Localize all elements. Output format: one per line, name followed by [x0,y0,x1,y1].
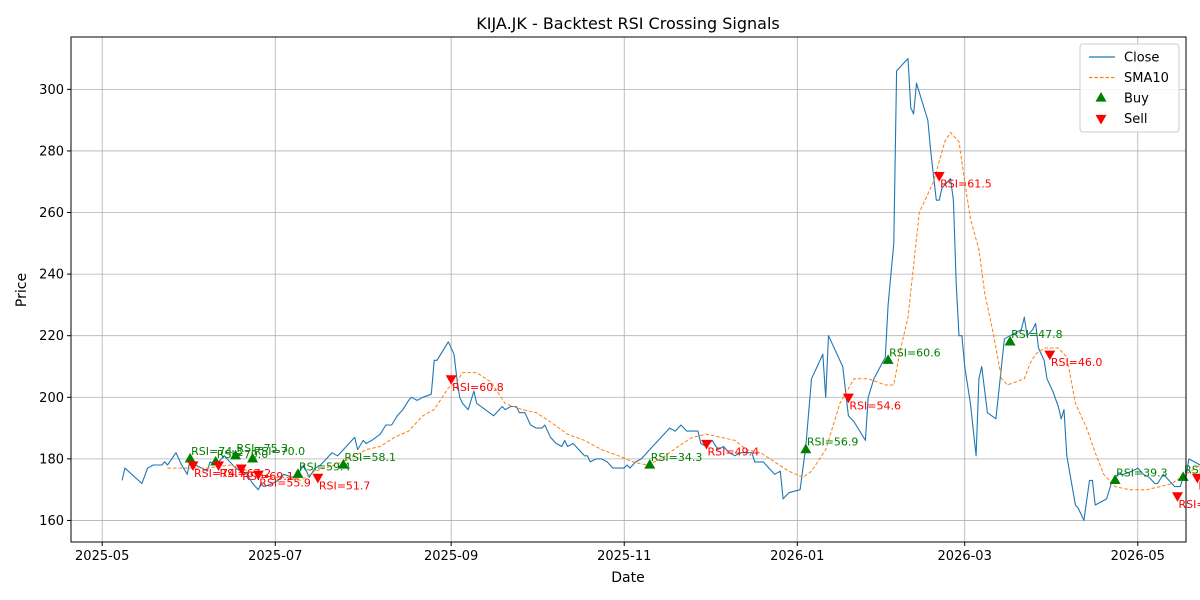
buy-marker [1109,474,1121,485]
y-tick-label: 280 [39,144,64,159]
legend-swatch [1095,114,1107,125]
buy-rsi-label: RSI=70.0 [254,445,306,458]
chart-title: KIJA.JK - Backtest RSI Crossing Signals [476,14,779,33]
axis-ticks: 2025-05 2025-07 2025-09 2025-11 2026-01 2026-… [39,83,1165,564]
y-tick-label: 300 [39,83,64,98]
legend-item-close: Close [1089,51,1159,66]
buy-rsi-label: RSI=60.6 [889,346,941,359]
sell-rsi-label: RSI=46.0 [1051,356,1103,369]
sell-rsi-label: RSI=74.7 [194,467,246,480]
sell-rsi-label: RSI=43.4 [1198,479,1200,492]
legend-item-sell: Sell [1095,112,1147,127]
sell-marker [213,461,225,472]
legend-label: Buy [1124,92,1149,107]
sell-rsi-label: RSI=51.7 [319,479,371,492]
x-tick-label: 2026-01 [770,549,824,564]
sell-rsi-label: RSI=37.7 [1178,498,1200,511]
legend-label: Close [1124,51,1159,66]
sell-marker [252,470,264,481]
buy-marker [800,443,812,454]
buy-rsi-label: RSI=43.1 [1184,463,1200,476]
legend-label: Sell [1124,112,1147,127]
buy-rsi-label: RSI=39.3 [1116,466,1168,479]
sell-marker [701,439,713,450]
sell-marker [933,171,945,182]
buy-marker [337,459,349,469]
buy-marker [230,449,242,460]
buy-marker [292,468,304,478]
buy-rsi-label: RSI=75.3 [237,442,289,455]
y-tick-label: 160 [39,514,64,529]
sell-marker [187,461,199,472]
sell-rsi-label: RSI=49.4 [708,445,760,458]
legend-item-sma10: SMA10 [1089,71,1169,86]
x-tick-label: 2026-03 [938,549,992,564]
sell-marker [445,375,457,385]
x-tick-label: 2026-05 [1111,549,1165,564]
buy-marker [184,452,196,463]
y-tick-label: 180 [39,452,64,467]
x-axis-title: Date [611,570,644,586]
x-tick-label: 2025-11 [597,549,651,564]
x-tick-label: 2025-05 [75,549,129,564]
x-tick-label: 2025-09 [424,549,478,564]
sell-marker [1171,492,1183,502]
buy-marker [247,452,259,463]
y-tick-label: 260 [39,206,64,221]
y-axis-title: Price [14,273,30,307]
sell-rsi-label: RSI=60.8 [452,381,504,394]
y-tick-label: 220 [39,329,64,344]
buy-rsi-label: RSI=47.8 [1011,328,1063,341]
sell-marker [312,473,324,484]
buy-marker [1004,335,1016,346]
buy-rsi-label: RSI=59.4 [299,460,351,473]
sell-rsi-label: RSI=61.5 [940,178,992,191]
grid [71,37,1186,542]
buy-rsi-label: RSI=74.3 [191,445,243,458]
y-tick-label: 200 [39,391,64,406]
signal-markers: RSI=74.3RSI=70.0RSI=75.3RSI=70.0RSI=59.4… [184,171,1200,511]
sell-marker [842,393,854,404]
y-tick-label: 240 [39,268,64,283]
x-tick-label: 2025-07 [248,549,302,564]
buy-rsi-label: RSI=56.9 [807,436,859,449]
legend-item-buy: Buy [1095,92,1149,107]
sell-marker [1191,473,1200,484]
buy-rsi-label: RSI=34.3 [651,451,703,464]
sell-rsi-label: RSI=54.6 [849,399,901,412]
buy-rsi-label: RSI=58.1 [344,451,396,464]
sell-marker [235,464,247,475]
sell-rsi-label: RSI=55.9 [259,476,311,489]
legend: Close SMA10 Buy Sell [1079,43,1180,133]
legend-swatch [1095,92,1107,102]
legend-label: SMA10 [1124,71,1169,86]
buy-rsi-label: RSI=70.0 [217,448,269,461]
sell-marker [1044,350,1056,361]
legend-box [1079,43,1180,133]
buy-marker [882,354,894,364]
buy-marker [644,459,656,469]
series-line-sma10 [167,132,1200,491]
plot-frame [70,36,1187,543]
